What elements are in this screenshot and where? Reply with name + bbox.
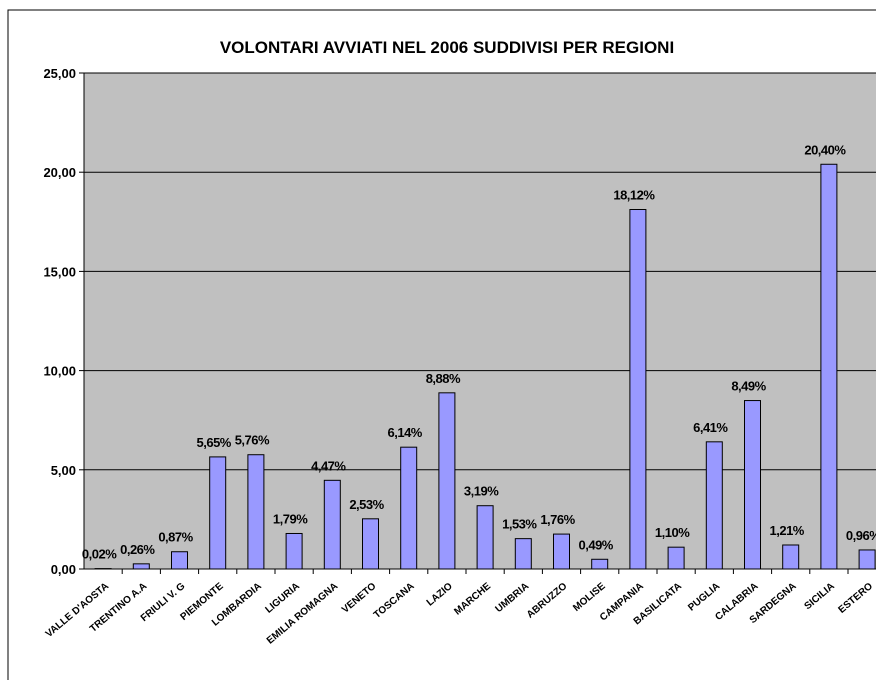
y-tick-label: 5,00: [51, 463, 76, 478]
y-tick-label: 10,00: [43, 364, 76, 379]
value-label: 0,26%: [120, 542, 155, 557]
value-label: 3,19%: [464, 484, 499, 499]
value-label: 0,96%: [846, 528, 876, 543]
value-label: 0,87%: [158, 530, 193, 545]
bar: [476, 505, 494, 570]
value-label: 8,49%: [731, 379, 766, 394]
value-label: 5,65%: [197, 435, 232, 450]
bar: [323, 479, 341, 570]
bar: [132, 563, 150, 570]
bar: [209, 456, 227, 570]
value-label: 6,41%: [693, 420, 728, 435]
value-label: 1,21%: [770, 523, 805, 538]
bar: [629, 208, 647, 570]
bar: [667, 546, 685, 570]
bar: [591, 558, 609, 570]
value-label: 1,76%: [540, 512, 575, 527]
bar: [285, 532, 303, 570]
bar: [514, 538, 532, 570]
bar: [705, 441, 723, 570]
chart-title: VOLONTARI AVVIATI NEL 2006 SUDDIVISI PER…: [220, 38, 674, 57]
bar: [362, 518, 379, 570]
value-label: 1,10%: [655, 525, 690, 540]
bar: [744, 400, 761, 570]
value-label: 2,53%: [349, 497, 384, 512]
bar: [820, 163, 838, 570]
value-label: 5,76%: [235, 433, 270, 448]
y-tick-label: 20,00: [43, 165, 76, 180]
value-label: 6,14%: [388, 425, 423, 440]
value-label: 1,79%: [273, 511, 308, 526]
value-label: 20,40%: [804, 142, 846, 157]
bar: [247, 454, 265, 570]
value-label: 4,47%: [311, 458, 346, 473]
value-label: 1,53%: [502, 517, 537, 532]
y-tick-label: 0,00: [51, 562, 76, 577]
bar: [553, 533, 570, 570]
value-label: 8,88%: [426, 371, 461, 386]
bar: [400, 446, 418, 570]
bar: [438, 392, 456, 570]
value-label: 0,49%: [579, 537, 614, 552]
y-tick-label: 25,00: [43, 66, 76, 81]
bar: [171, 551, 188, 570]
value-label: 0,02%: [82, 547, 117, 562]
bar: [858, 549, 876, 570]
bar: [782, 544, 800, 570]
y-tick-label: 15,00: [43, 264, 76, 279]
value-label: 18,12%: [613, 187, 655, 202]
